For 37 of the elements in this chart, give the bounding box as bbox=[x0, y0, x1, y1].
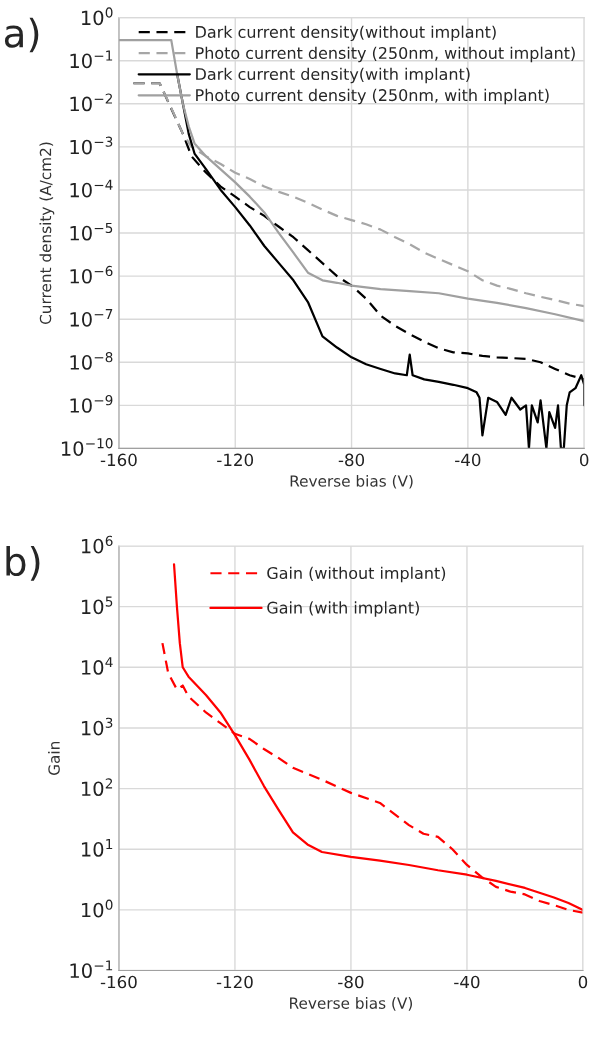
y-tick-label: 10$^{−7}$ bbox=[70, 309, 113, 327]
x-tick-label: 0 bbox=[578, 975, 588, 989]
y-tick-label: 10$^{−3}$ bbox=[70, 136, 113, 155]
y-tick-label: 10$^{−9}$ bbox=[70, 395, 113, 413]
y-tick-label: 10$^{1}$ bbox=[81, 839, 113, 857]
y-tick-label: 10$^{0}$ bbox=[81, 899, 113, 918]
y-tick-label: 10$^{6}$ bbox=[81, 535, 113, 554]
y-tick-label: 10$^{0}$ bbox=[81, 7, 113, 26]
y-tick-label: 10$^{−4}$ bbox=[70, 179, 113, 198]
y-tick-label: 10$^{4}$ bbox=[81, 657, 113, 675]
x-tick-label: -40 bbox=[455, 453, 481, 467]
y-tick-label: 10$^{3}$ bbox=[81, 717, 113, 736]
x-tick-label: -120 bbox=[217, 453, 254, 467]
y-tick-label: 10$^{−6}$ bbox=[70, 265, 113, 284]
y-axis-title: Gain bbox=[48, 741, 60, 775]
y-tick-label: 10$^{−1}$ bbox=[70, 50, 113, 69]
x-tick-label: -120 bbox=[216, 975, 253, 989]
x-tick-label: -80 bbox=[338, 453, 365, 467]
legend-label: Gain (without implant) bbox=[267, 566, 446, 583]
chart-title: b) bbox=[6, 545, 40, 581]
legend-label: Photo current density (250nm, with implant) bbox=[196, 88, 549, 105]
x-tick-label: -80 bbox=[338, 975, 364, 989]
y-tick-label: 10$^{2}$ bbox=[81, 778, 113, 797]
legend-label: Gain (with implant) bbox=[267, 601, 419, 617]
y-axis-title: Current density (A/cm2) bbox=[39, 142, 55, 324]
chart-title: a) bbox=[4, 17, 39, 53]
y-tick-label: 10$^{5}$ bbox=[81, 596, 113, 615]
x-tick-label: 0 bbox=[579, 453, 589, 467]
y-tick-label: 10$^{−5}$ bbox=[70, 222, 113, 241]
x-tick-label: -40 bbox=[454, 975, 480, 989]
legend-label: Dark current density(with implant) bbox=[196, 67, 470, 84]
legend-label: Dark current density(without implant) bbox=[196, 25, 496, 42]
y-tick-label: 10$^{−2}$ bbox=[70, 93, 112, 112]
x-axis-title: Reverse bias (V) bbox=[290, 474, 413, 489]
x-axis-title: Reverse bias (V) bbox=[290, 997, 413, 1011]
y-tick-label: 10$^{−8}$ bbox=[70, 351, 113, 370]
legend-label: Photo current density (250nm, without implant) bbox=[196, 46, 575, 63]
